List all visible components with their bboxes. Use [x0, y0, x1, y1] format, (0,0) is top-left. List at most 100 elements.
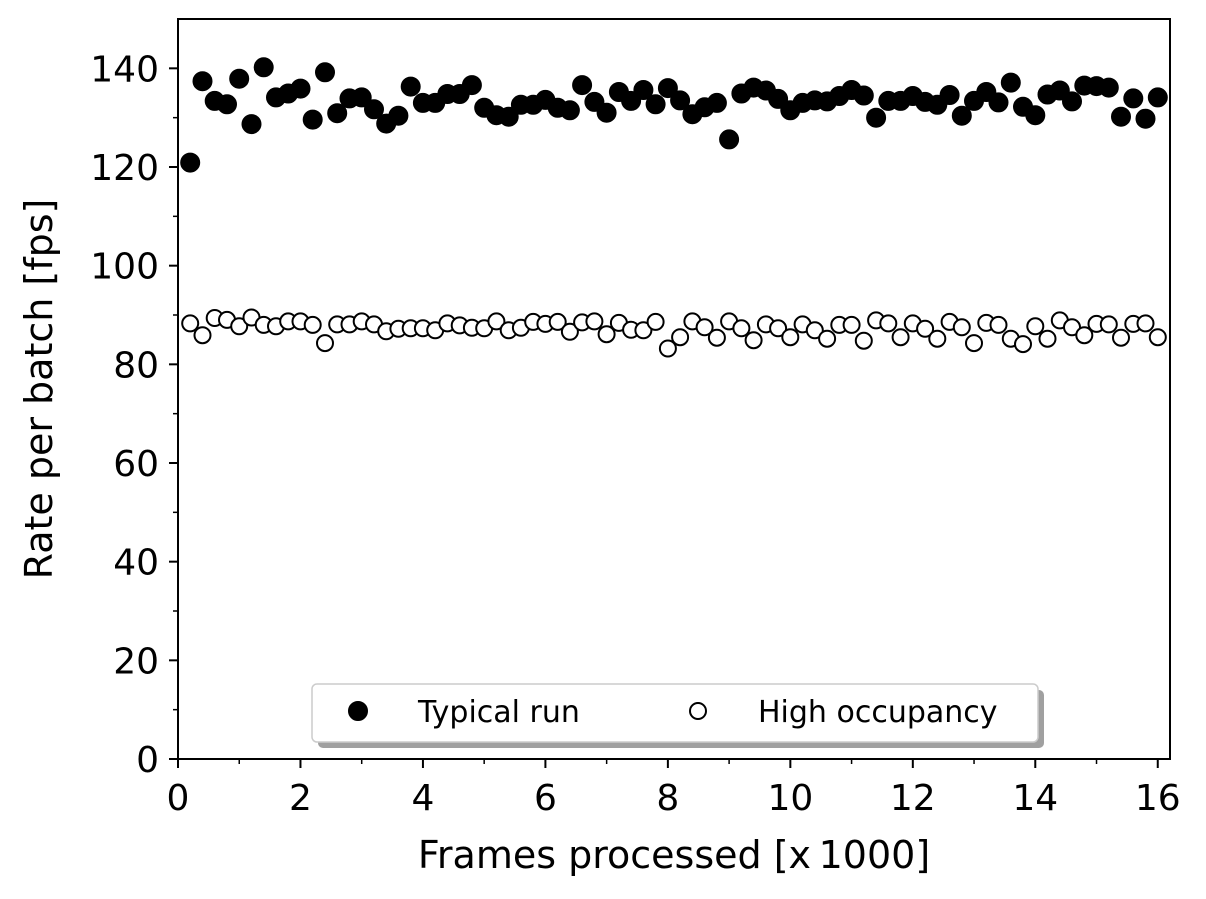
high-occupancy-point-79	[1148, 328, 1167, 347]
y-tick-label: 40	[113, 543, 159, 584]
high-occupancy-point-37	[634, 321, 653, 340]
typical-run-point-18	[400, 76, 421, 97]
y-tick-label: 0	[136, 740, 159, 781]
typical-run-point-11	[315, 62, 335, 83]
typical-run-point-3	[217, 94, 237, 115]
y-tick-label: 120	[90, 148, 159, 189]
typical-run-point-34	[596, 102, 617, 123]
high-occupancy-point-54	[842, 315, 861, 334]
x-tick-label: 12	[890, 778, 936, 819]
typical-run-point-78	[1135, 108, 1156, 129]
legend-label-high-occupancy: High occupancy	[758, 695, 998, 730]
high-occupancy-point-73	[1075, 326, 1094, 345]
high-occupancy-point-58	[891, 328, 910, 347]
legend: Typical run High occupancy	[311, 683, 1044, 748]
typical-run-point-44	[719, 129, 740, 150]
high-occupancy-point-42	[695, 318, 714, 337]
legend-marker-high-occupancy	[689, 702, 707, 720]
typical-run-point-37	[633, 80, 654, 100]
typical-run-point-40	[670, 90, 691, 111]
legend-marker-typical-run	[348, 701, 368, 721]
y-tick-label: 20	[113, 641, 159, 682]
high-occupancy-point-64	[965, 334, 983, 353]
high-occupancy-point-63	[952, 318, 971, 337]
typical-run-point-66	[988, 92, 1009, 113]
typical-run-point-43	[706, 92, 727, 113]
x-tick-label: 2	[289, 778, 312, 819]
legend-label-typical-run: Typical run	[417, 695, 580, 730]
typical-run-point-10	[302, 109, 323, 130]
high-occupancy-point-57	[879, 314, 898, 333]
typical-run-point-6	[253, 57, 274, 78]
high-occupancy-point-30	[548, 312, 567, 331]
legend-box	[311, 683, 1039, 743]
typical-run-point-36	[621, 90, 642, 111]
x-tick-label: 4	[411, 778, 434, 819]
x-axis-label: Frames processed [x 1000]	[418, 833, 930, 877]
typical-run-point-67	[1000, 72, 1021, 93]
x-tick-label: 0	[167, 778, 190, 819]
high-occupancy-point-61	[928, 329, 947, 348]
high-occupancy-point-25	[487, 312, 506, 331]
x-tick-label: 16	[1135, 778, 1181, 819]
high-occupancy-point-39	[658, 339, 677, 358]
high-occupancy-point-48	[769, 319, 788, 338]
typical-run-point-38	[645, 94, 666, 115]
high-occupancy-point-68	[1014, 335, 1032, 354]
typical-run-point-55	[853, 85, 874, 106]
high-occupancy-point-70	[1038, 329, 1057, 348]
high-occupancy-point-75	[1099, 315, 1118, 334]
typical-run-point-48	[768, 88, 789, 109]
high-occupancy-point-60	[916, 319, 935, 338]
x-tick-label: 8	[656, 778, 679, 819]
typical-run-point-56	[866, 107, 887, 128]
y-tick-label: 60	[113, 444, 159, 485]
typical-run-point-63	[951, 105, 972, 126]
high-occupancy-point-55	[854, 331, 873, 350]
typical-run-point-23	[461, 75, 482, 96]
typical-run-point-0	[180, 152, 201, 173]
high-occupancy-point-38	[646, 312, 665, 331]
high-occupancy-point-4	[230, 317, 249, 336]
typical-run-point-9	[290, 78, 311, 99]
high-occupancy-point-1	[193, 326, 212, 345]
typical-run-point-79	[1147, 87, 1168, 108]
typical-run-point-1	[192, 71, 213, 92]
y-tick-label: 80	[113, 345, 159, 386]
y-tick-label: 140	[90, 49, 159, 90]
typical-run-point-69	[1025, 105, 1046, 126]
high-occupancy-point-10	[303, 315, 322, 334]
high-occupancy-point-34	[597, 325, 616, 344]
typical-run-point-17	[388, 105, 409, 126]
typical-run-point-14	[351, 87, 372, 108]
typical-run-point-4	[229, 68, 250, 89]
high-occupancy-point-31	[560, 322, 579, 341]
typical-run-point-76	[1111, 106, 1131, 127]
high-occupancy-point-51	[805, 321, 824, 340]
x-tick-label: 10	[767, 778, 813, 819]
high-occupancy-point-0	[181, 314, 200, 333]
high-occupancy-point-52	[818, 329, 837, 348]
high-occupancy-point-11	[316, 334, 334, 353]
typical-run-point-15	[364, 99, 384, 120]
high-occupancy-point-40	[671, 328, 690, 347]
high-occupancy-point-78	[1136, 314, 1155, 333]
plot-frame	[177, 18, 1171, 760]
typical-run-point-62	[939, 85, 960, 105]
typical-run-point-26	[498, 106, 519, 127]
typical-run-point-5	[241, 114, 262, 135]
high-occupancy-point-76	[1112, 328, 1130, 347]
typical-run-point-31	[559, 100, 580, 121]
high-occupancy-point-69	[1026, 317, 1045, 336]
high-occupancy-point-66	[989, 315, 1008, 334]
high-occupancy-point-49	[781, 328, 800, 347]
typical-run-point-39	[657, 78, 678, 99]
typical-run-point-77	[1123, 88, 1144, 109]
typical-run-point-75	[1098, 77, 1119, 98]
typical-run-point-32	[572, 75, 593, 96]
high-occupancy-point-46	[744, 331, 763, 350]
y-tick-label: 100	[90, 247, 159, 288]
y-axis-label: Rate per batch [fps]	[17, 199, 61, 580]
axis-ticks: 0 2 4 6 8 10 12 14 16 0 20 40 60 80 100 120 140	[90, 49, 1180, 819]
